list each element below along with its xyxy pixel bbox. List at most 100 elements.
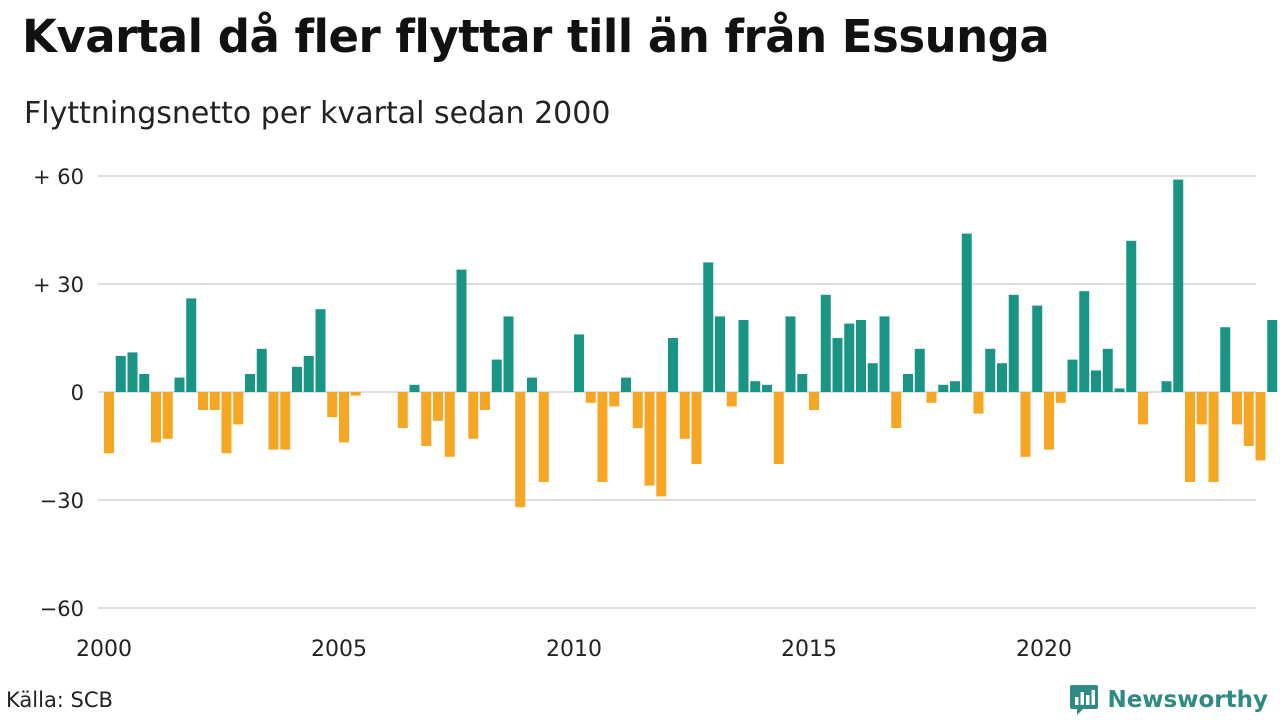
bar-2004-k4 xyxy=(327,392,338,418)
chart-title: Kvartal då fler flyttar till än från Ess… xyxy=(22,10,1050,63)
bar-2014-k2 xyxy=(773,392,784,464)
bar-2019-k4 xyxy=(1032,305,1043,392)
bar-2009-k2 xyxy=(538,392,549,482)
bar-2019-k1 xyxy=(997,363,1007,392)
brand[interactable]: Newsworthy xyxy=(1069,683,1268,717)
bar-2010-k4 xyxy=(609,392,620,407)
bar-2014-k4 xyxy=(797,374,808,392)
bar-2016-k4 xyxy=(891,392,902,428)
bar-2010-k1 xyxy=(574,334,584,392)
bar-2012-k2 xyxy=(679,392,690,439)
bar-2012-k4 xyxy=(703,262,714,392)
x-axis-labels: 2000 2005 2010 2015 2020 xyxy=(76,637,1072,662)
bar-2000-k1 xyxy=(104,392,114,454)
bar-2013-k3 xyxy=(738,320,749,392)
y-tick-label: 0 xyxy=(71,381,84,405)
bar-2020-k2 xyxy=(1055,392,1066,403)
bar-2024-k4 xyxy=(1267,320,1278,392)
bar-2015-k2 xyxy=(820,294,831,392)
bar-2000-k3 xyxy=(127,352,138,392)
bar-2008-k2 xyxy=(491,359,502,392)
bar-2011-k2 xyxy=(632,392,643,428)
x-tick-label: 2010 xyxy=(546,637,602,662)
bar-2017-k3 xyxy=(926,392,937,403)
bar-2016-k3 xyxy=(879,316,890,392)
bar-2021-k1 xyxy=(1091,370,1101,392)
bar-2003-k2 xyxy=(256,348,267,392)
bar-2023-k4 xyxy=(1220,327,1231,392)
bar-2019-k3 xyxy=(1020,392,1031,457)
bar-2003-k3 xyxy=(268,392,279,450)
bar-2022-k1 xyxy=(1138,392,1148,425)
bar-2014-k1 xyxy=(762,384,772,392)
bar-2021-k2 xyxy=(1102,348,1113,392)
bar-2017-k1 xyxy=(903,374,913,392)
bar-2024-k2 xyxy=(1243,392,1254,446)
bar-2002-k3 xyxy=(221,392,232,454)
bar-2005-k1 xyxy=(339,392,349,443)
bar-2023-k1 xyxy=(1185,392,1195,482)
bar-2005-k2 xyxy=(350,392,361,396)
bar-2021-k3 xyxy=(1114,388,1125,392)
bar-2020-k4 xyxy=(1079,291,1090,392)
bar-2013-k4 xyxy=(750,381,761,392)
bar-2020-k3 xyxy=(1067,359,1078,392)
bar-2017-k2 xyxy=(914,348,925,392)
y-axis-labels: + 60 + 30 0 −30 −60 xyxy=(33,165,84,621)
bar-2018-k3 xyxy=(973,392,984,414)
bar-2014-k3 xyxy=(785,316,796,392)
y-tick-label: + 60 xyxy=(33,165,84,189)
bar-2017-k4 xyxy=(938,384,949,392)
bar-2007-k2 xyxy=(444,392,455,457)
bar-2013-k2 xyxy=(726,392,737,407)
bar-2007-k3 xyxy=(456,269,467,392)
bar-2019-k2 xyxy=(1008,294,1019,392)
bar-2002-k4 xyxy=(233,392,244,425)
bar-2009-k1 xyxy=(527,377,537,392)
y-tick-label: + 30 xyxy=(33,273,84,297)
bar-2018-k1 xyxy=(950,381,960,392)
bar-2016-k2 xyxy=(867,363,878,392)
bar-2024-k3 xyxy=(1255,392,1266,461)
bar-2007-k1 xyxy=(433,392,443,421)
bar-2022-k4 xyxy=(1173,179,1184,392)
bar-2010-k2 xyxy=(585,392,596,403)
x-tick-label: 2000 xyxy=(76,637,132,662)
bar-2012-k3 xyxy=(691,392,702,464)
bar-2002-k1 xyxy=(198,392,208,410)
bar-2010-k3 xyxy=(597,392,608,482)
bar-2011-k3 xyxy=(644,392,655,486)
bar-2008-k3 xyxy=(503,316,514,392)
x-tick-label: 2020 xyxy=(1016,637,1072,662)
bar-2002-k2 xyxy=(209,392,220,410)
bars xyxy=(104,179,1278,508)
source-note: Källa: SCB xyxy=(6,688,113,712)
chart-subtitle: Flyttningsnetto per kvartal sedan 2000 xyxy=(24,96,611,131)
bar-2018-k2 xyxy=(961,233,972,392)
bar-2003-k1 xyxy=(245,374,255,392)
bar-2006-k4 xyxy=(421,392,432,446)
bar-2023-k3 xyxy=(1208,392,1219,482)
bar-2022-k3 xyxy=(1161,381,1172,392)
bar-2018-k4 xyxy=(985,348,996,392)
bar-2015-k3 xyxy=(832,338,843,392)
bar-2006-k2 xyxy=(397,392,408,428)
bar-2021-k4 xyxy=(1126,240,1137,392)
bar-2001-k4 xyxy=(186,298,197,392)
bar-2007-k4 xyxy=(468,392,479,439)
bar-2001-k3 xyxy=(174,377,185,392)
x-tick-label: 2005 xyxy=(311,637,367,662)
bar-2013-k1 xyxy=(715,316,725,392)
bar-2024-k1 xyxy=(1232,392,1242,425)
bar-2016-k1 xyxy=(856,320,866,392)
bar-2004-k3 xyxy=(315,309,326,392)
bar-2004-k2 xyxy=(303,356,314,392)
brand-name: Newsworthy xyxy=(1107,687,1268,713)
bar-2023-k2 xyxy=(1196,392,1207,425)
bar-2001-k2 xyxy=(162,392,173,439)
bar-2011-k1 xyxy=(621,377,631,392)
bar-2011-k4 xyxy=(656,392,667,497)
y-tick-label: −30 xyxy=(40,489,84,513)
bar-2015-k1 xyxy=(809,392,819,410)
bar-2001-k1 xyxy=(151,392,161,443)
